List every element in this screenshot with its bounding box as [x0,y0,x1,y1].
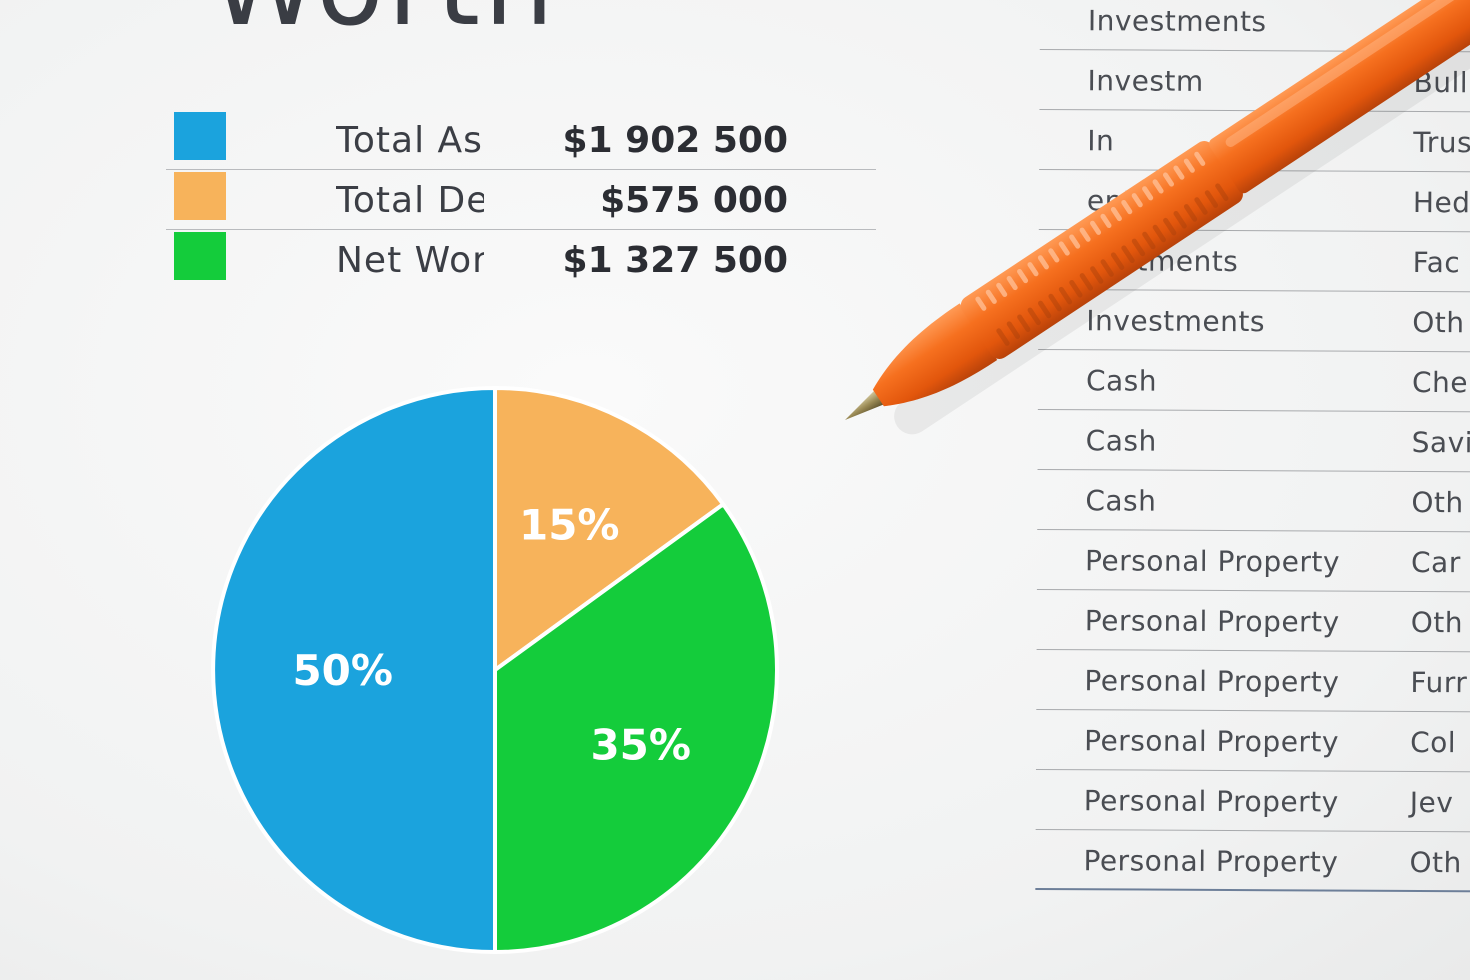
table-row: Cash Che [1037,350,1470,413]
row-category: Personal Property [1084,724,1340,759]
row-category: Personal Property [1083,784,1339,819]
total-debts-swatch [174,172,226,220]
row-category: In [1087,124,1115,158]
row-category: Investments [1087,4,1267,39]
assets-slice-label: 50% [292,646,393,695]
net-worth-slice-label: 35% [590,720,691,769]
total-debts-value: $575 000 [600,180,788,221]
table-row: Personal Property Car [1036,530,1470,593]
row-subcategory: Furr [1410,665,1468,700]
total-assets-value: $1 902 500 [562,120,788,161]
net-worth-value: $1 327 500 [562,240,788,281]
row-category: vestments [1086,244,1239,279]
summary-divider [166,169,876,170]
table-row: Cash Savi [1037,410,1470,473]
row-category: Personal Property [1084,664,1340,699]
row-subcategory: Oth [1411,485,1464,520]
net-worth-swatch [174,232,226,280]
total-debts-label: Total De [336,180,484,221]
summary-divider [166,229,876,230]
table-row: Personal Property Oth [1035,830,1470,893]
row-category: ents [1086,184,1150,218]
row-subcategory: Trus [1413,125,1470,160]
table-row: Investments CDs [1039,0,1470,53]
row-category: Investments [1086,304,1266,339]
table-row: vestments Fac [1038,230,1470,293]
row-category: Cash [1085,484,1157,518]
row-category: Investm [1087,64,1204,98]
table-row: Personal Property Oth [1036,590,1470,653]
table-row: Cash Oth [1037,470,1470,533]
table-row: Investments Oth [1038,290,1470,353]
debts-slice [493,385,726,674]
row-subcategory: Hed [1412,185,1470,220]
total-assets-swatch [174,112,226,160]
row-subcategory: Car [1410,545,1461,580]
row-subcategory: Jev [1409,785,1454,820]
row-subcategory: Che [1411,365,1469,400]
net-worth-pie-chart: 15% 35% 50% [211,385,779,955]
row-subcategory: Savi [1411,425,1470,460]
page-title: Worth [210,0,558,50]
row-category: Personal Property [1083,844,1339,879]
net-worth-label: Net Wor [336,240,484,281]
row-subcategory: Col [1410,725,1457,760]
row-category: Cash [1085,424,1157,458]
table-row: Personal Property Furr [1036,650,1470,713]
table-row: ents Hed [1038,170,1470,233]
row-category: Personal Property [1084,604,1340,639]
asset-table: Investments CDs Investm Bulli In Trus ents Hed v… [1035,0,1470,902]
table-row: Personal Property Col [1035,710,1470,773]
row-divider [1035,887,1470,893]
row-subcategory: Fac [1412,245,1461,280]
table-row: Investm Bulli [1039,50,1470,113]
row-subcategory: CDs [1413,5,1470,40]
row-category: Personal Property [1084,544,1341,579]
row-subcategory: Oth [1412,305,1465,340]
row-subcategory: Oth [1410,605,1464,640]
row-subcategory: Oth [1409,845,1462,880]
debts-slice-label: 15% [519,500,620,549]
total-assets-label: Total As [336,120,483,161]
row-category: Cash [1085,364,1158,398]
table-row: In Trus [1039,110,1470,173]
table-row: Personal Property Jev [1035,770,1470,833]
net-worth-slice [493,501,779,955]
assets-slice [211,385,497,955]
row-subcategory: Bulli [1413,65,1470,100]
